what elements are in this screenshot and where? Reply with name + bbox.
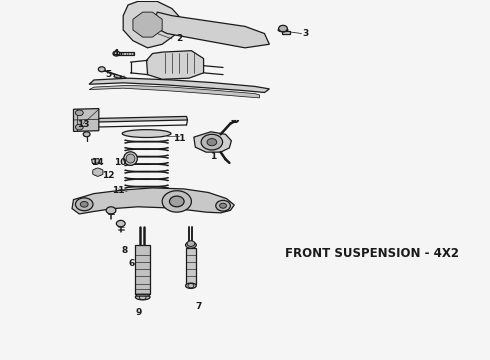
Polygon shape — [72, 188, 234, 214]
Ellipse shape — [186, 283, 196, 288]
Polygon shape — [114, 74, 122, 78]
Ellipse shape — [135, 294, 150, 300]
Text: 6: 6 — [129, 260, 135, 269]
Text: 9: 9 — [136, 309, 142, 318]
Circle shape — [279, 25, 288, 32]
Text: 14: 14 — [91, 158, 104, 167]
Circle shape — [220, 203, 226, 208]
Text: 1: 1 — [210, 152, 217, 161]
Polygon shape — [186, 248, 196, 284]
Circle shape — [170, 196, 184, 207]
Text: 3: 3 — [303, 29, 309, 38]
Polygon shape — [93, 168, 103, 176]
Text: 11: 11 — [112, 186, 124, 195]
Text: 11: 11 — [173, 134, 186, 143]
Ellipse shape — [122, 198, 171, 206]
Circle shape — [75, 198, 93, 211]
Polygon shape — [152, 12, 270, 48]
Text: 12: 12 — [102, 171, 115, 180]
Polygon shape — [89, 78, 270, 93]
Text: 10: 10 — [114, 158, 126, 167]
Ellipse shape — [126, 154, 135, 163]
Text: 2: 2 — [176, 35, 182, 44]
Circle shape — [113, 51, 120, 56]
Circle shape — [207, 139, 217, 146]
Circle shape — [116, 220, 125, 227]
Circle shape — [93, 168, 103, 176]
Polygon shape — [92, 158, 100, 163]
Polygon shape — [74, 109, 99, 131]
Circle shape — [187, 241, 195, 247]
Text: FRONT SUSPENSION - 4X2: FRONT SUSPENSION - 4X2 — [285, 247, 459, 260]
Polygon shape — [194, 132, 231, 152]
Circle shape — [75, 110, 83, 116]
Polygon shape — [118, 52, 121, 55]
Circle shape — [98, 67, 105, 72]
Circle shape — [201, 134, 222, 150]
Circle shape — [216, 201, 230, 211]
Text: 7: 7 — [196, 302, 202, 311]
Polygon shape — [121, 53, 134, 55]
Ellipse shape — [123, 152, 137, 165]
Polygon shape — [135, 294, 150, 296]
Polygon shape — [92, 116, 188, 122]
Text: 13: 13 — [77, 120, 90, 129]
Ellipse shape — [278, 28, 288, 32]
Circle shape — [75, 124, 83, 130]
Polygon shape — [123, 1, 182, 48]
Circle shape — [83, 132, 90, 137]
Polygon shape — [89, 85, 260, 98]
Polygon shape — [135, 245, 150, 294]
Circle shape — [162, 191, 192, 212]
Polygon shape — [282, 31, 290, 33]
Polygon shape — [133, 12, 162, 37]
Ellipse shape — [122, 130, 171, 138]
Circle shape — [80, 202, 88, 207]
Text: 8: 8 — [121, 246, 127, 255]
Ellipse shape — [186, 242, 196, 248]
Text: 4: 4 — [113, 49, 119, 58]
Polygon shape — [147, 51, 203, 79]
Text: 5: 5 — [105, 70, 112, 79]
Circle shape — [106, 207, 116, 214]
